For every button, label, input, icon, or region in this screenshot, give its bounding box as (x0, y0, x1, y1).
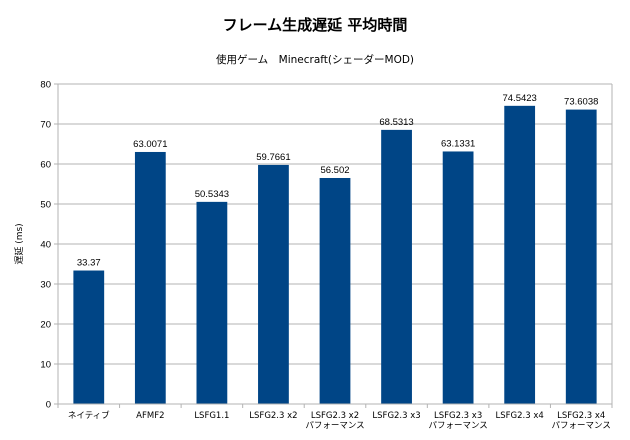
x-tick-label: LSFG2.3 x4 (557, 411, 605, 421)
data-label: 59.7661 (256, 152, 290, 163)
data-label: 33.37 (77, 258, 101, 269)
data-label: 63.1331 (441, 138, 475, 149)
bar (442, 151, 474, 404)
y-tick-label: 20 (40, 320, 51, 331)
bar (565, 109, 597, 404)
x-tick-label: パフォーマンス (552, 421, 611, 431)
x-tick-label: ネイティブ (68, 410, 110, 421)
x-tick-label: LSFG1.1 (194, 411, 229, 421)
x-tick-label: LSFG2.3 x4 (496, 411, 544, 421)
data-label: 73.6038 (564, 97, 598, 108)
bar (504, 105, 536, 404)
y-tick-label: 10 (40, 360, 51, 371)
y-tick-label: 50 (40, 200, 51, 211)
data-label: 74.5423 (502, 93, 536, 104)
y-tick-label: 0 (46, 400, 51, 411)
bar (319, 177, 351, 404)
data-label: 68.5313 (379, 117, 413, 128)
chart-subtitle: 使用ゲーム Minecraft(シェーダーMOD) (216, 53, 414, 66)
y-tick-label: 40 (40, 240, 51, 251)
y-tick-label: 80 (40, 80, 51, 91)
bar (134, 151, 166, 404)
chart-title: フレーム生成遅延 平均時間 (223, 16, 408, 34)
y-tick-label: 30 (40, 280, 51, 291)
x-tick-label: LSFG2.3 x2 (249, 411, 297, 421)
y-axis-label: 遅延 (ms) (13, 223, 25, 264)
x-tick-label: LSFG2.3 x3 (434, 411, 482, 421)
x-tick-label: LSFG2.3 x3 (372, 411, 420, 421)
bar (381, 129, 412, 404)
data-label: 63.0071 (133, 139, 167, 150)
bars (73, 105, 597, 404)
bar (258, 164, 289, 404)
labels: 0 10 20 30 40 50 60 70 80 33.37 ネイティブ 63.0071 AFMF2 5… (40, 80, 610, 432)
x-tick-label: AFMF2 (136, 411, 164, 421)
data-label: 50.5343 (195, 189, 229, 200)
y-tick-label: 60 (40, 160, 51, 171)
x-tick-label: パフォーマンス (305, 421, 364, 431)
bar (196, 201, 228, 404)
x-tick-label: LSFG2.3 x2 (311, 411, 359, 421)
y-tick-label: 70 (40, 120, 51, 131)
x-tick-label: パフォーマンス (428, 421, 487, 431)
bar (73, 270, 105, 404)
axes (54, 83, 613, 408)
data-label: 56.502 (320, 165, 349, 176)
